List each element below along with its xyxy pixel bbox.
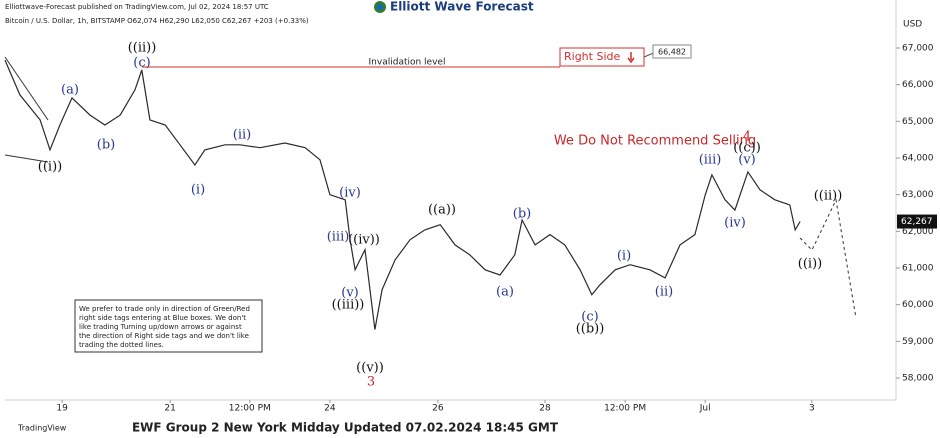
footer-brand: TradingView	[17, 424, 67, 433]
wave-label: 3	[367, 375, 375, 390]
current-price-label: 62,267	[901, 217, 933, 227]
y-axis-label: USD	[903, 20, 922, 30]
logo-icon-inner	[377, 4, 383, 10]
x-tick-label: 24	[324, 404, 336, 414]
wave-label: 4	[743, 130, 751, 145]
wave-label: ((iv))	[348, 233, 380, 248]
wave-label: (a)	[61, 83, 79, 98]
footer-bar	[0, 420, 940, 438]
wave-label: ((ii))	[814, 189, 843, 204]
wave-label: ((i))	[38, 160, 62, 175]
note-box	[74, 299, 263, 353]
wave-label: (v)	[738, 153, 756, 168]
wave-label: (v)	[341, 286, 359, 301]
wave-label: (iii)	[327, 230, 350, 245]
wave-label: ((ii))	[128, 41, 157, 56]
current-price-tag	[897, 214, 937, 229]
wave-label: (c)	[581, 310, 598, 325]
wave-label: (iii)	[699, 153, 722, 168]
wave-label: (i)	[191, 183, 205, 198]
x-tick-label: 26	[432, 404, 444, 414]
y-tick-label: 67,000	[902, 44, 934, 54]
wave-label: (iv)	[724, 216, 746, 231]
price-line	[4, 59, 801, 330]
publisher: Elliottwave-Forecast published on Tradin…	[5, 3, 269, 11]
wave-label: ((b))	[576, 322, 605, 337]
y-tick-label: 64,000	[902, 154, 934, 164]
invalidation-label: Invalidation level	[369, 57, 446, 67]
y-tick-label: 61,000	[902, 264, 934, 274]
wave-label: (ii)	[655, 285, 673, 300]
x-tick-label: 28	[539, 404, 551, 414]
y-tick-label: 62,000	[902, 227, 934, 237]
down-arrow	[627, 52, 635, 64]
logo: Elliott Wave Forecast	[390, 0, 534, 14]
wave-label: (c)	[133, 56, 150, 71]
wave-label: ((a))	[428, 203, 456, 218]
wave-label: ((i))	[798, 257, 822, 272]
wave-label: (b)	[513, 207, 531, 222]
y-tick-label: 58,000	[902, 374, 934, 384]
note-line: We prefer to trade only in direction of …	[79, 305, 250, 313]
wave-label: (i)	[617, 249, 631, 264]
headline: We Do Not Recommend Selling	[554, 134, 756, 149]
wave-label: ((iii))	[332, 298, 365, 313]
x-tick-label: 12:00 PM	[604, 404, 646, 414]
projection-path	[799, 198, 857, 319]
footer-caption: EWF Group 2 New York Midday Updated 07.0…	[132, 421, 559, 435]
x-tick-label: 21	[164, 404, 175, 414]
wave-label: (ii)	[233, 128, 251, 143]
y-tick-label: 60,000	[902, 300, 934, 310]
wave-label: (b)	[97, 138, 115, 153]
y-tick-label: 66,000	[902, 80, 934, 90]
y-tick-label: 65,000	[902, 117, 934, 127]
right-side-label: Right Side	[564, 50, 620, 63]
x-tick-label: 12:00 PM	[229, 404, 271, 414]
y-tick-label: 59,000	[902, 337, 934, 347]
invalidation-value: 66,482	[658, 48, 686, 57]
y-tick-label: 63,000	[902, 190, 934, 200]
wave-label: (iv)	[339, 186, 361, 201]
note-line: the direction of Right side tags and we …	[79, 332, 249, 340]
symbol-info: Bitcoin / U.S. Dollar, 1h, BITSTAMP O62,…	[5, 17, 309, 25]
note-line: right side tags entering at Blue boxes. …	[79, 314, 246, 322]
wave-label: (a)	[496, 285, 514, 300]
invalidation-value-box	[652, 44, 692, 59]
wave-label: ((c))	[733, 141, 761, 156]
wave-label: ((v))	[356, 361, 384, 376]
channel-line	[4, 56, 49, 121]
note-line: trading the dotted lines.	[79, 341, 164, 349]
channel-line	[4, 154, 49, 163]
x-tick-label: 3	[809, 404, 815, 414]
x-tick-label: 19	[56, 404, 68, 414]
x-tick-label: Jul	[699, 404, 711, 414]
note-line: like trading Turning up/down arrows or a…	[79, 323, 242, 331]
